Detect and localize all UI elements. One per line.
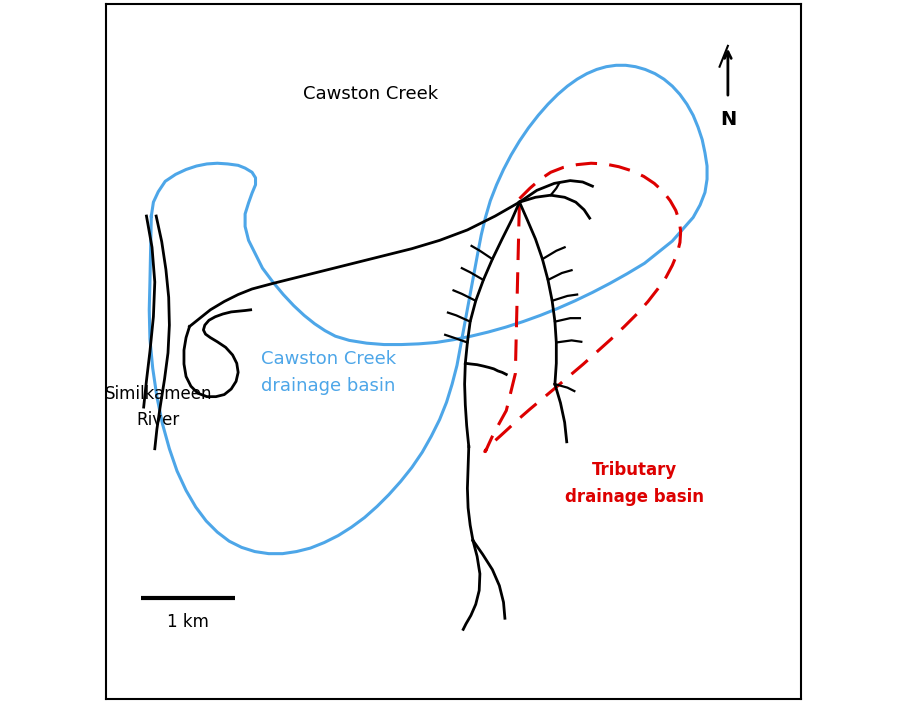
Text: Similkameen
River: Similkameen River — [104, 385, 212, 430]
Text: Cawston Creek
drainage basin: Cawston Creek drainage basin — [261, 350, 396, 394]
Text: Cawston Creek: Cawston Creek — [303, 86, 438, 103]
Text: Tributary
drainage basin: Tributary drainage basin — [565, 461, 704, 505]
Text: 1 km: 1 km — [167, 614, 209, 631]
Text: N: N — [720, 110, 736, 129]
